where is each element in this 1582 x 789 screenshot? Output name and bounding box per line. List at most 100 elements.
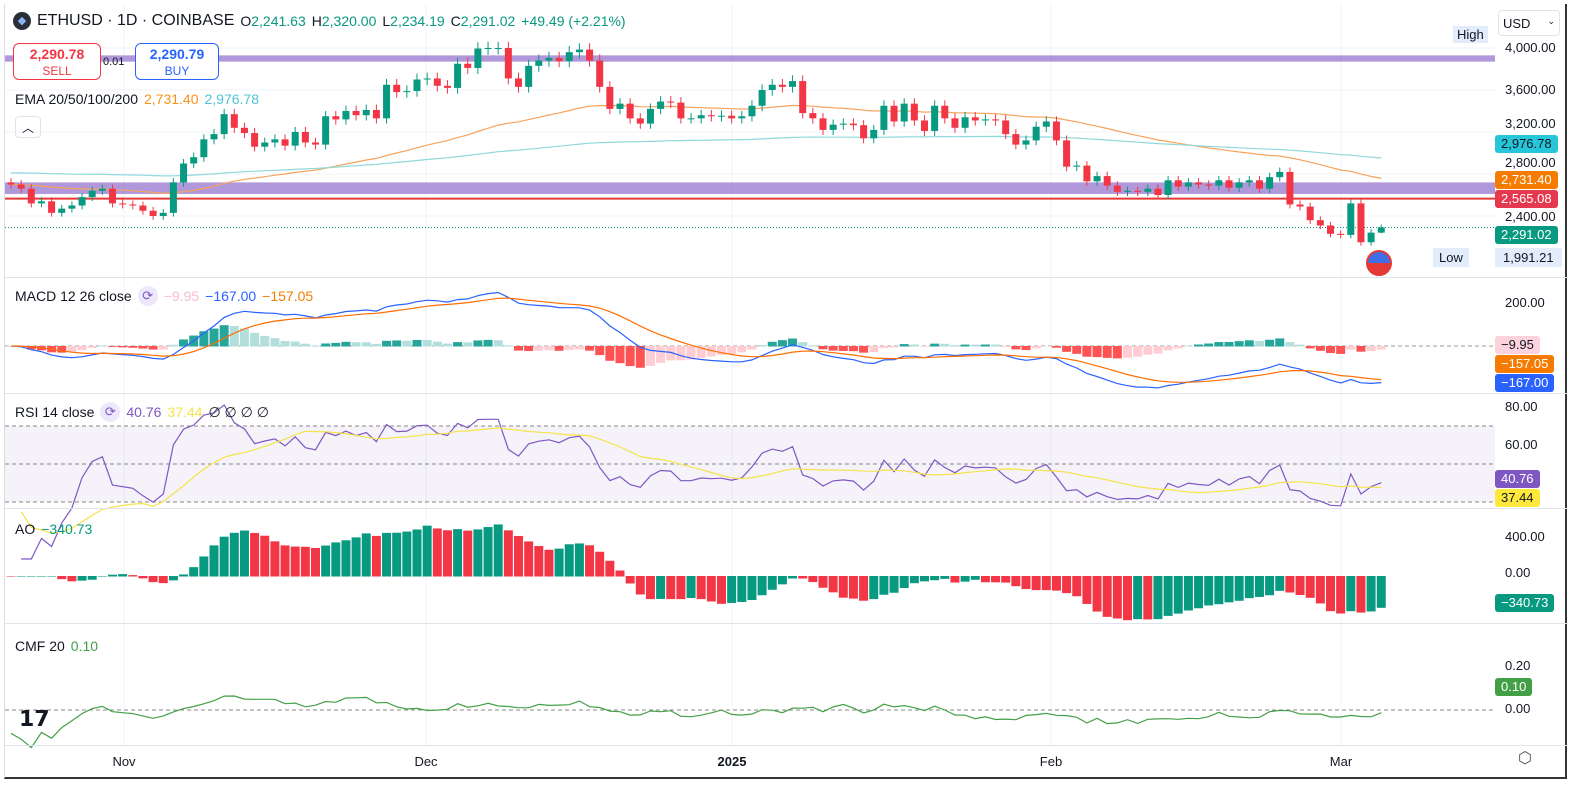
candle xyxy=(1144,188,1152,192)
ao-bar xyxy=(595,551,605,577)
rsi-value: 40.76 xyxy=(126,404,162,420)
macd-hist-bar xyxy=(331,342,341,347)
ohlc-low-value: 2,234.19 xyxy=(390,13,445,29)
candle xyxy=(281,139,289,146)
candle xyxy=(555,57,563,62)
macd-hist-bar xyxy=(544,346,554,351)
candle xyxy=(301,132,309,143)
ao-label: AO xyxy=(15,521,36,537)
macd-hist-bar xyxy=(1285,342,1295,347)
candle xyxy=(1113,185,1121,192)
ao-axis-label: 0.00 xyxy=(1505,565,1531,580)
ema-slow-value: 2,976.78 xyxy=(204,91,260,107)
ao-bar xyxy=(1224,576,1234,603)
candle xyxy=(180,163,188,183)
ao-bar xyxy=(1183,576,1193,611)
ao-bar xyxy=(1275,576,1285,591)
ao-bar xyxy=(290,546,300,577)
candle xyxy=(322,116,330,145)
ao-bar xyxy=(1072,576,1082,597)
pane-divider[interactable] xyxy=(5,623,1568,624)
candle xyxy=(535,60,543,66)
ao-bar xyxy=(16,576,26,577)
pane-divider[interactable] xyxy=(5,393,1568,394)
macd-hist-bar xyxy=(666,346,676,361)
ao-bar xyxy=(605,560,615,577)
candle xyxy=(799,81,807,114)
macd-hist-bar xyxy=(747,346,757,350)
ao-bar xyxy=(503,530,513,577)
candle xyxy=(271,139,279,143)
candle xyxy=(1205,184,1213,186)
macd-hist-bar xyxy=(595,346,605,356)
tradingview-logo[interactable]: 𝟭𝟳 xyxy=(19,706,50,731)
ethereum-logo-icon: ◆ xyxy=(13,12,31,30)
macd-hist-bar xyxy=(656,346,666,363)
ao-bar xyxy=(1234,576,1244,601)
refresh-icon[interactable]: ⟳ xyxy=(100,402,121,422)
ao-bar xyxy=(87,576,97,580)
ao-legend[interactable]: AO −340.73 xyxy=(15,521,92,537)
pane-divider[interactable] xyxy=(5,277,1568,278)
settings-icon[interactable]: ⬡ xyxy=(1518,750,1532,767)
ao-bar xyxy=(1285,576,1295,593)
macd-hist-bar xyxy=(250,332,260,347)
candle xyxy=(849,123,857,126)
pane-divider[interactable] xyxy=(5,508,1568,509)
rsi-legend[interactable]: RSI 14 close ⟳ 40.76 37.44 ∅ ∅ ∅ ∅ xyxy=(15,402,269,422)
candle xyxy=(748,105,756,117)
refresh-icon[interactable]: ⟳ xyxy=(137,286,158,306)
macd-signal-tag: −157.05 xyxy=(1495,355,1555,373)
currency-select[interactable]: USD ⌄ xyxy=(1498,10,1560,36)
candle xyxy=(829,124,837,130)
ao-bar xyxy=(219,536,229,577)
buy-button[interactable]: 2,290.79 BUY xyxy=(135,43,219,80)
macd-signal-value: −157.05 xyxy=(262,288,314,304)
ao-bar xyxy=(767,576,777,590)
macd-hist-bar xyxy=(869,346,879,353)
ao-axis-label: 400.00 xyxy=(1505,529,1545,544)
candle xyxy=(1164,180,1172,195)
cmf-legend[interactable]: CMF 20 0.10 xyxy=(15,638,98,654)
ao-bar xyxy=(1102,576,1112,617)
ao-bar xyxy=(960,576,970,582)
chevron-up-icon[interactable]: ︿ xyxy=(15,116,41,138)
macd-hist-bar xyxy=(1336,346,1346,354)
candle xyxy=(1073,165,1081,167)
macd-hist-bar xyxy=(899,344,909,347)
ao-bar xyxy=(534,546,544,577)
candle xyxy=(768,84,776,90)
us-flag-event-icon[interactable] xyxy=(1366,250,1392,276)
candle xyxy=(494,48,502,49)
candle xyxy=(718,115,725,117)
macd-hist-bar xyxy=(1112,346,1122,359)
candle xyxy=(58,208,66,213)
ao-bar xyxy=(1315,576,1325,604)
macd-hist-bar xyxy=(909,344,919,347)
sell-button[interactable]: 2,290.78 SELL xyxy=(13,43,101,80)
ao-bar xyxy=(544,549,554,577)
ema-legend[interactable]: EMA 20/50/100/200 2,731.40 2,976.78 xyxy=(15,91,259,107)
candle xyxy=(1306,206,1314,221)
macd-hist-bar xyxy=(341,341,351,347)
candle xyxy=(1002,120,1010,135)
ema-fast-value: 2,731.40 xyxy=(144,91,199,107)
ema-fast-line xyxy=(10,104,1382,194)
ema-fast-price-tag: 2,731.40 xyxy=(1495,171,1558,189)
macd-legend[interactable]: MACD 12 26 close ⟳ −9.95 −167.00 −157.05 xyxy=(15,286,313,306)
ao-bar xyxy=(808,576,818,583)
chart-plot-area[interactable] xyxy=(5,4,1495,749)
symbol-title[interactable]: ETHUSD · 1D · COINBASE xyxy=(37,12,235,29)
macd-hist-bar xyxy=(524,346,534,351)
ao-bar xyxy=(382,532,392,577)
macd-hist-bar xyxy=(1204,343,1214,347)
ao-bar xyxy=(442,530,452,577)
macd-hist-bar xyxy=(838,346,848,351)
ao-bar xyxy=(686,576,696,599)
candle xyxy=(1296,204,1304,207)
candle xyxy=(636,118,644,124)
candle xyxy=(931,105,939,131)
candle xyxy=(1022,140,1030,145)
rsi-line xyxy=(21,404,1382,560)
candle xyxy=(1276,171,1284,178)
